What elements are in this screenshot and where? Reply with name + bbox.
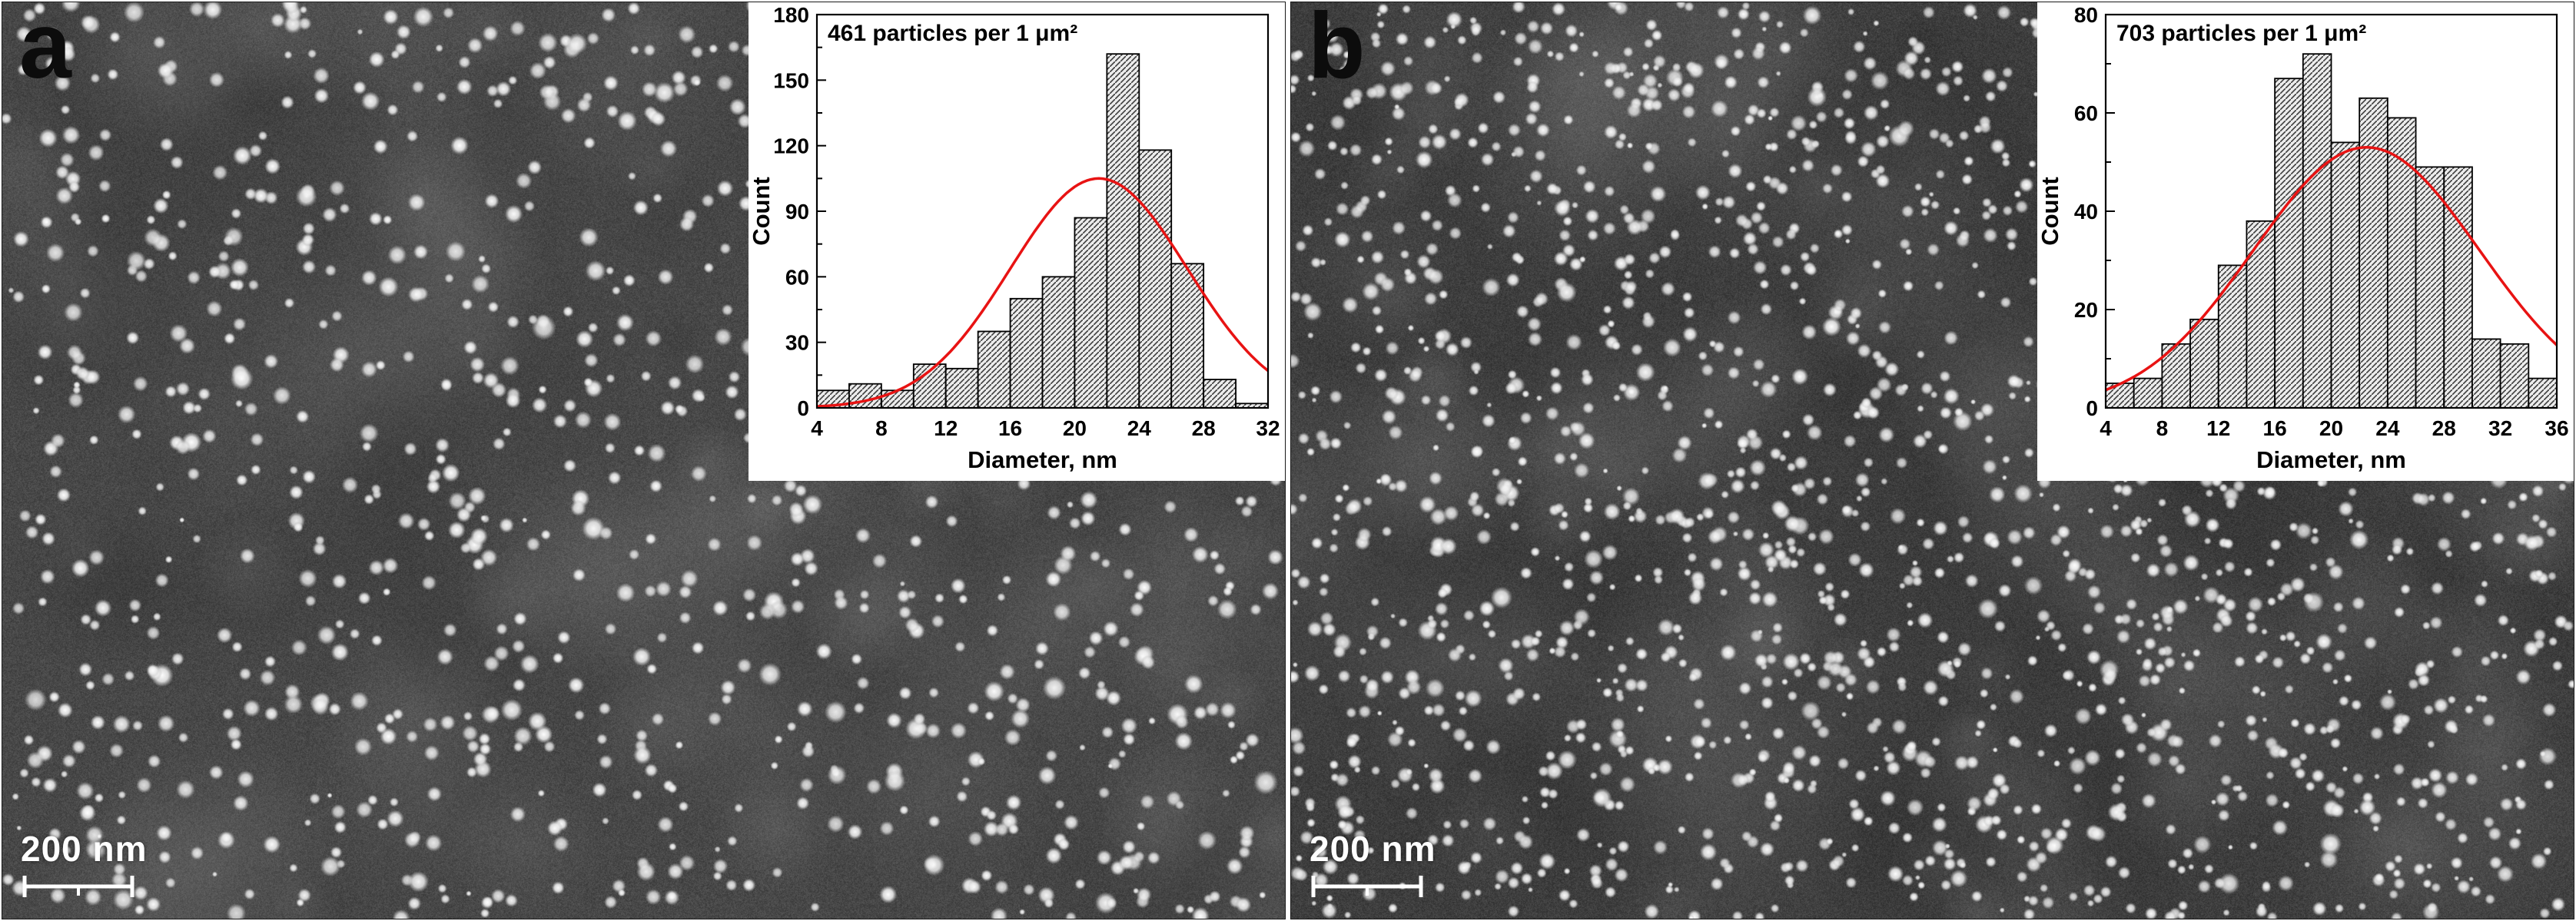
- y-tick-label: 60: [2074, 101, 2098, 125]
- x-axis-label: Diameter, nm: [968, 446, 1117, 473]
- y-tick-label: 60: [785, 265, 809, 289]
- histogram-bar: [848, 383, 882, 409]
- x-tick-label: 16: [998, 416, 1022, 440]
- histogram-bar: [2302, 53, 2332, 409]
- x-tick-label: 16: [2263, 416, 2287, 440]
- histogram-bar: [2528, 377, 2558, 409]
- scale-bar-line: [22, 876, 134, 897]
- x-tick-label: 8: [2156, 416, 2169, 440]
- x-axis-label: Diameter, nm: [2256, 446, 2406, 473]
- gaussian-fit-curve: [816, 177, 1270, 408]
- x-tick-label: 32: [1256, 416, 1280, 440]
- x-tick-label: 4: [2100, 416, 2112, 440]
- histogram-bar: [2246, 220, 2276, 409]
- histogram-bar: [1106, 53, 1140, 409]
- panel-a: a 4 8 12 16 20 24 28 32 0 30 60 90 120 150 180 Diameter…: [2, 2, 1286, 919]
- y-tick-label: 90: [785, 200, 809, 224]
- panel-b: b 4 8 12 16 20 24 28 32 36 0 20 40 60 80 Diameter, nm C…: [1290, 2, 2574, 919]
- chart-title: 703 particles per 1 μm²: [2116, 21, 2366, 46]
- panel-label-b: b: [1308, 2, 1366, 98]
- scale-bar-b: 200 nm: [1310, 828, 1436, 899]
- gaussian-fit-curve: [2105, 146, 2558, 392]
- histogram-bar: [1009, 297, 1044, 409]
- inset-histogram-b: 4 8 12 16 20 24 28 32 36 0 20 40 60 80 Diameter, nm Cou…: [2038, 2, 2574, 480]
- histogram-bar: [2217, 264, 2248, 409]
- scale-bar-label: 200 nm: [1310, 829, 1436, 869]
- y-tick-label: 0: [797, 396, 809, 420]
- scale-bar-label: 200 nm: [21, 829, 148, 869]
- y-axis-label: Count: [2038, 177, 2063, 246]
- scale-bar-line: [1311, 876, 1423, 897]
- x-tick-label: 4: [811, 416, 823, 440]
- histogram-bar: [1138, 149, 1173, 409]
- scale-bar-a: 200 nm: [21, 828, 148, 899]
- histogram-bar: [2415, 166, 2445, 409]
- x-tick-label: 12: [2206, 416, 2230, 440]
- y-tick-label: 150: [773, 68, 809, 92]
- x-tick-label: 28: [1192, 416, 1216, 440]
- histogram-bar: [944, 367, 979, 409]
- histogram-bars: [2105, 53, 2558, 409]
- histogram-bar: [2189, 318, 2219, 409]
- histogram-chart-b: 4 8 12 16 20 24 28 32 36 0 20 40 60 80 Diameter, nm Cou…: [2038, 2, 2574, 480]
- y-tick-label: 20: [2074, 298, 2098, 322]
- y-tick-label: 40: [2074, 200, 2098, 224]
- x-tick-label: 12: [934, 416, 958, 440]
- y-axis-ticks: 0 20 40 60 80: [2074, 3, 2115, 420]
- histogram-bar: [2359, 97, 2388, 409]
- panel-label-a: a: [19, 2, 71, 98]
- histogram-bar: [1074, 217, 1108, 409]
- y-tick-label: 180: [773, 3, 809, 27]
- histogram-bar: [2133, 377, 2163, 409]
- x-axis-ticks: 4 8 12 16 20 24 28 32 36: [2100, 399, 2569, 440]
- y-tick-label: 120: [773, 134, 809, 158]
- histogram-bar: [977, 330, 1011, 409]
- x-axis-ticks: 4 8 12 16 20 24 28 32: [811, 399, 1280, 440]
- x-tick-label: 20: [1063, 416, 1087, 440]
- histogram-chart-a: 4 8 12 16 20 24 28 32 0 30 60 90 120 150 180 Diameter, …: [749, 2, 1285, 480]
- x-tick-label: 24: [2375, 416, 2400, 440]
- histogram-bar: [2330, 141, 2361, 409]
- histogram-bar: [1203, 379, 1237, 409]
- x-tick-label: 24: [1127, 416, 1152, 440]
- histogram-bar: [2274, 78, 2304, 409]
- x-tick-label: 32: [2488, 416, 2512, 440]
- histogram-bar: [2443, 166, 2473, 409]
- histogram-bar: [1041, 276, 1076, 409]
- y-axis-ticks: 0 30 60 90 120 150 180: [773, 3, 826, 420]
- y-tick-label: 80: [2074, 3, 2098, 27]
- x-tick-label: 20: [2319, 416, 2343, 440]
- histogram-bar: [2471, 338, 2501, 409]
- y-tick-label: 30: [785, 331, 809, 355]
- inset-histogram-a: 4 8 12 16 20 24 28 32 0 30 60 90 120 150 180 Diameter, …: [749, 2, 1285, 480]
- histogram-bar: [880, 389, 915, 409]
- x-tick-label: 36: [2544, 416, 2568, 440]
- x-tick-label: 28: [2432, 416, 2456, 440]
- y-tick-label: 0: [2086, 396, 2098, 420]
- chart-title: 461 particles per 1 μm²: [828, 21, 1077, 46]
- y-axis-label: Count: [749, 177, 775, 246]
- histogram-bar: [2499, 343, 2530, 409]
- x-tick-label: 8: [875, 416, 888, 440]
